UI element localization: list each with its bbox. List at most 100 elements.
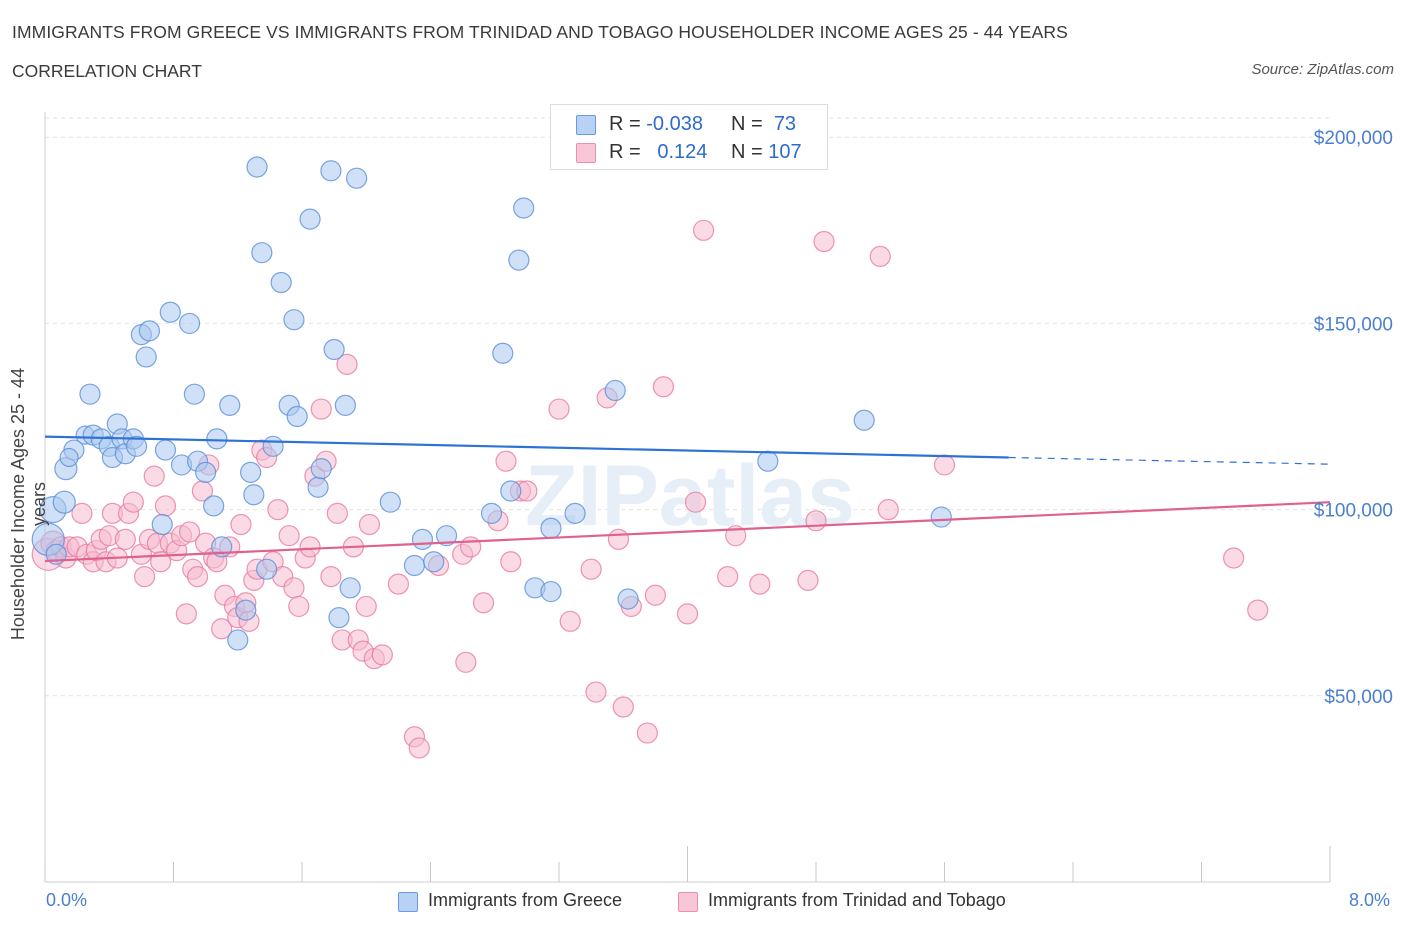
- greece-point-66: [540, 580, 562, 603]
- greece-point-36: [243, 484, 265, 506]
- tt-point-55: [288, 595, 310, 618]
- tt-point-99: [717, 566, 739, 588]
- greece-point-37: [246, 156, 268, 178]
- y-tick-label-1: $100,000: [1314, 501, 1393, 522]
- greece-point-33: [227, 629, 249, 651]
- tt-point-108: [1223, 547, 1245, 569]
- tt-point-74: [408, 737, 430, 759]
- greece-point-63: [513, 197, 535, 219]
- greece-point-26: [183, 383, 205, 405]
- tt-point-22: [143, 465, 165, 487]
- y-tick-labels: $50,000 $100,000 $150,000 $200,000: [1314, 128, 1393, 708]
- tt-point-53: [278, 525, 300, 547]
- correlation-legend: R = -0.038 N = 73 R = 0.124 N = 107: [550, 104, 828, 170]
- greece-point-48: [320, 160, 342, 182]
- tt-point-25: [154, 495, 177, 517]
- trend-lines: [44, 435, 1331, 563]
- tt-point-77: [455, 651, 477, 673]
- tt-swatch: [576, 143, 596, 163]
- greece-point-34: [235, 599, 257, 621]
- source-label: Source: ZipAtlas.com: [1251, 61, 1394, 78]
- legend-row-greece: R = -0.038 N = 73: [551, 111, 827, 141]
- tt-r-label: R =: [609, 141, 641, 163]
- tt-point-59: [310, 398, 332, 420]
- greece-point-39: [256, 558, 278, 580]
- tt-point-90: [607, 528, 630, 551]
- greece-trend-line: [44, 435, 1009, 459]
- bottom-tt-swatch: [678, 892, 698, 912]
- tt-r-value: 0.124: [657, 141, 708, 163]
- tt-point-16: [114, 528, 136, 551]
- legend-row-tt: R = 0.124 N = 107: [551, 139, 827, 169]
- greece-point-46: [307, 476, 329, 498]
- tt-point-29: [175, 603, 197, 625]
- greece-point-6: [59, 447, 79, 468]
- greece-point-29: [203, 495, 225, 517]
- tt-point-101: [749, 573, 771, 595]
- tt-point-62: [326, 502, 348, 524]
- tt-point-95: [652, 376, 675, 398]
- tt-point-43: [230, 513, 252, 536]
- greece-r-value: -0.038: [646, 113, 703, 135]
- greece-point-65: [540, 517, 562, 539]
- greece-point-43: [283, 309, 305, 331]
- tt-point-71: [371, 644, 393, 666]
- tt-point-7: [71, 502, 93, 524]
- greece-point-25: [178, 312, 201, 335]
- tt-point-104: [813, 230, 835, 253]
- tt-point-20: [133, 566, 156, 588]
- greece-point-61: [500, 480, 522, 502]
- greece-point-44: [286, 405, 308, 428]
- tt-point-54: [283, 577, 305, 599]
- greece-point-41: [270, 271, 292, 294]
- tt-point-81: [495, 450, 517, 472]
- tt-point-107: [933, 454, 956, 476]
- greece-point-54: [379, 491, 401, 513]
- tt-point-94: [644, 584, 666, 606]
- x-tick-left: 0.0%: [46, 890, 88, 910]
- tt-point-79: [472, 592, 495, 614]
- greece-n-value: 73: [773, 113, 797, 135]
- tt-point-87: [580, 558, 602, 580]
- greece-point-17: [125, 435, 148, 457]
- tt-point-64: [336, 353, 358, 375]
- tt-point-93: [636, 722, 658, 744]
- tt-point-61: [320, 566, 342, 588]
- greece-point-47: [310, 458, 332, 480]
- tt-n-value: 107: [768, 141, 802, 163]
- tt-point-18: [122, 491, 144, 513]
- greece-point-55: [403, 554, 426, 577]
- greece-point-45: [299, 208, 321, 230]
- greece-point-28: [195, 461, 217, 483]
- greece-point-57: [423, 551, 445, 573]
- tt-point-109: [1247, 599, 1269, 621]
- greece-point-22: [154, 439, 177, 461]
- greece-point-35: [240, 461, 262, 483]
- greece-point-20: [138, 320, 161, 342]
- bottom-greece-swatch: [398, 892, 418, 912]
- tt-point-88: [585, 681, 607, 703]
- chart-title: IMMIGRANTS FROM GREECE VS IMMIGRANTS FRO…: [12, 22, 1068, 42]
- tt-point-97: [684, 491, 707, 513]
- greece-point-23: [159, 301, 181, 323]
- tt-point-106: [877, 499, 899, 521]
- greece-point-32: [219, 394, 241, 416]
- tt-point-30: [178, 521, 201, 543]
- tt-point-105: [869, 245, 891, 267]
- greece-point-40: [262, 435, 284, 457]
- tt-point-32: [186, 566, 209, 588]
- greece-point-53: [346, 167, 368, 189]
- greece-point-67: [564, 502, 586, 524]
- greece-point-59: [480, 502, 503, 524]
- greece-r-label: R =: [609, 113, 641, 135]
- tt-point-86: [559, 610, 581, 632]
- greece-point-38: [251, 242, 273, 264]
- greece-point-71: [853, 409, 875, 431]
- y-tick-label-3: $200,000: [1314, 128, 1393, 149]
- tt-point-69: [358, 513, 381, 536]
- series-greece: [31, 156, 952, 651]
- axes: [44, 112, 1331, 883]
- bottom-tt-label: Immigrants from Trinidad and Tobago: [708, 890, 1006, 910]
- tt-point-78: [460, 536, 482, 558]
